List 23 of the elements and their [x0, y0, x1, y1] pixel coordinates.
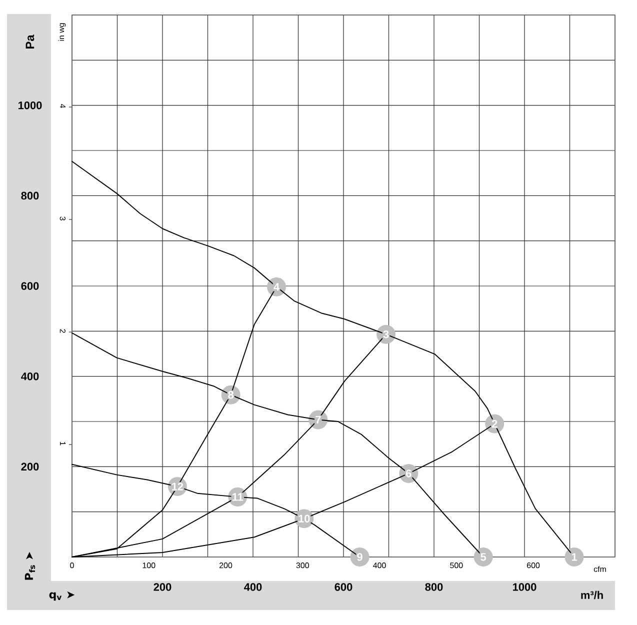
y-axis-title: Pa — [26, 34, 34, 49]
y-tick-label: 800 — [21, 192, 39, 200]
y-tick-label: 400 — [21, 372, 39, 380]
annotation: 7 — [316, 416, 321, 424]
x-tick-label: 600 — [334, 583, 352, 591]
annotation: 6 — [406, 470, 412, 478]
annotation: 5 — [480, 553, 486, 561]
x-tick-label: 400 — [244, 583, 262, 591]
annotation: 1 — [572, 553, 578, 561]
annotation: 3 — [383, 330, 389, 338]
text: q$_{v}$ ➤ — [49, 591, 75, 601]
annotation: 2 — [492, 420, 498, 428]
x-tick-label: 800 — [425, 583, 443, 591]
annotation: 8 — [228, 390, 234, 399]
x-tick-label: 200 — [154, 583, 172, 591]
x-axis-title: m³/h — [581, 590, 603, 600]
x-tick-label: 1000 — [513, 583, 536, 591]
y-tick-label: 1000 — [18, 101, 42, 110]
annotation: 4 — [274, 283, 280, 291]
text: P$_{fs}$ ➤ — [24, 552, 36, 580]
y-tick-label: 600 — [21, 282, 39, 290]
y-tick-label: 200 — [21, 462, 39, 471]
annotation: 9 — [357, 553, 362, 561]
